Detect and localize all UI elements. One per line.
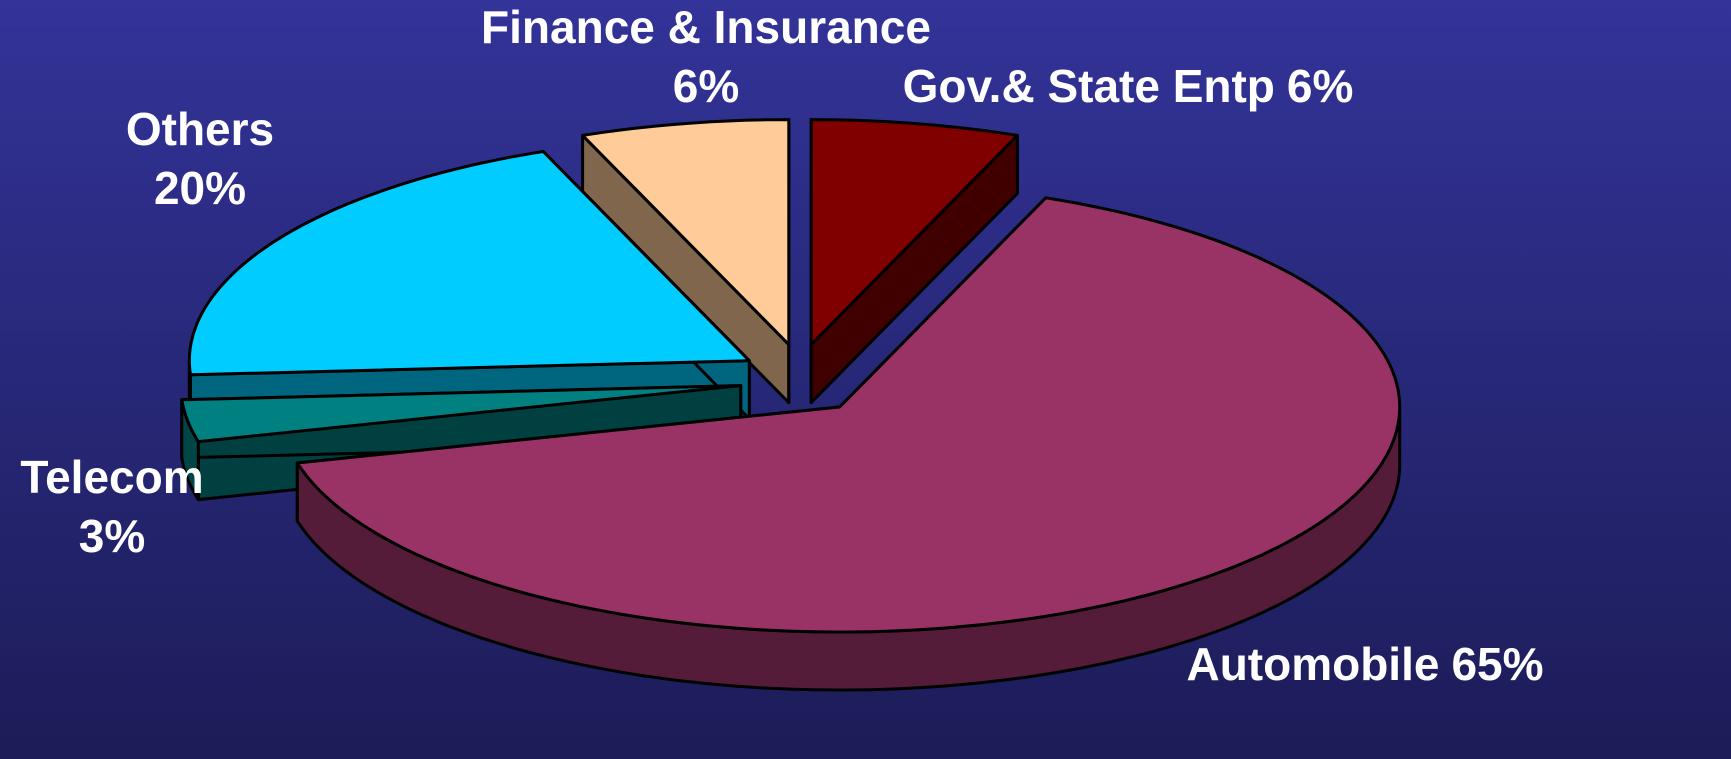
slice-top [180,384,743,444]
slice-label: Telecom 3% [20,451,203,562]
value-label: 6% [1287,60,1353,112]
labels: Gov.& State Entp 6%Automobile 65%Telecom 3%… [20,1,1543,690]
slice [295,196,1402,692]
value-label: 65% [1451,638,1543,690]
slice [809,118,1019,405]
category-name: Automobile [1186,638,1439,690]
category-name: Gov.& State Entp [903,60,1275,112]
value-label: 6% [673,60,739,112]
slice-top [295,196,1402,634]
slice-label: Others 20% [126,103,274,214]
category-name: Finance & Insurance [481,1,931,53]
value-label: 20% [154,162,246,214]
category-name: Telecom [20,451,203,503]
slice-top [809,118,1019,347]
slice-label: Automobile 65% [1186,638,1543,690]
category-name: Others [126,103,274,155]
value-label: 3% [79,510,145,562]
slice-label: Finance & Insurance 6% [481,1,931,112]
slice-top [187,150,751,377]
pie [180,118,1402,692]
slice-top [581,118,791,347]
slice-label: Gov.& State Entp 6% [903,60,1354,112]
